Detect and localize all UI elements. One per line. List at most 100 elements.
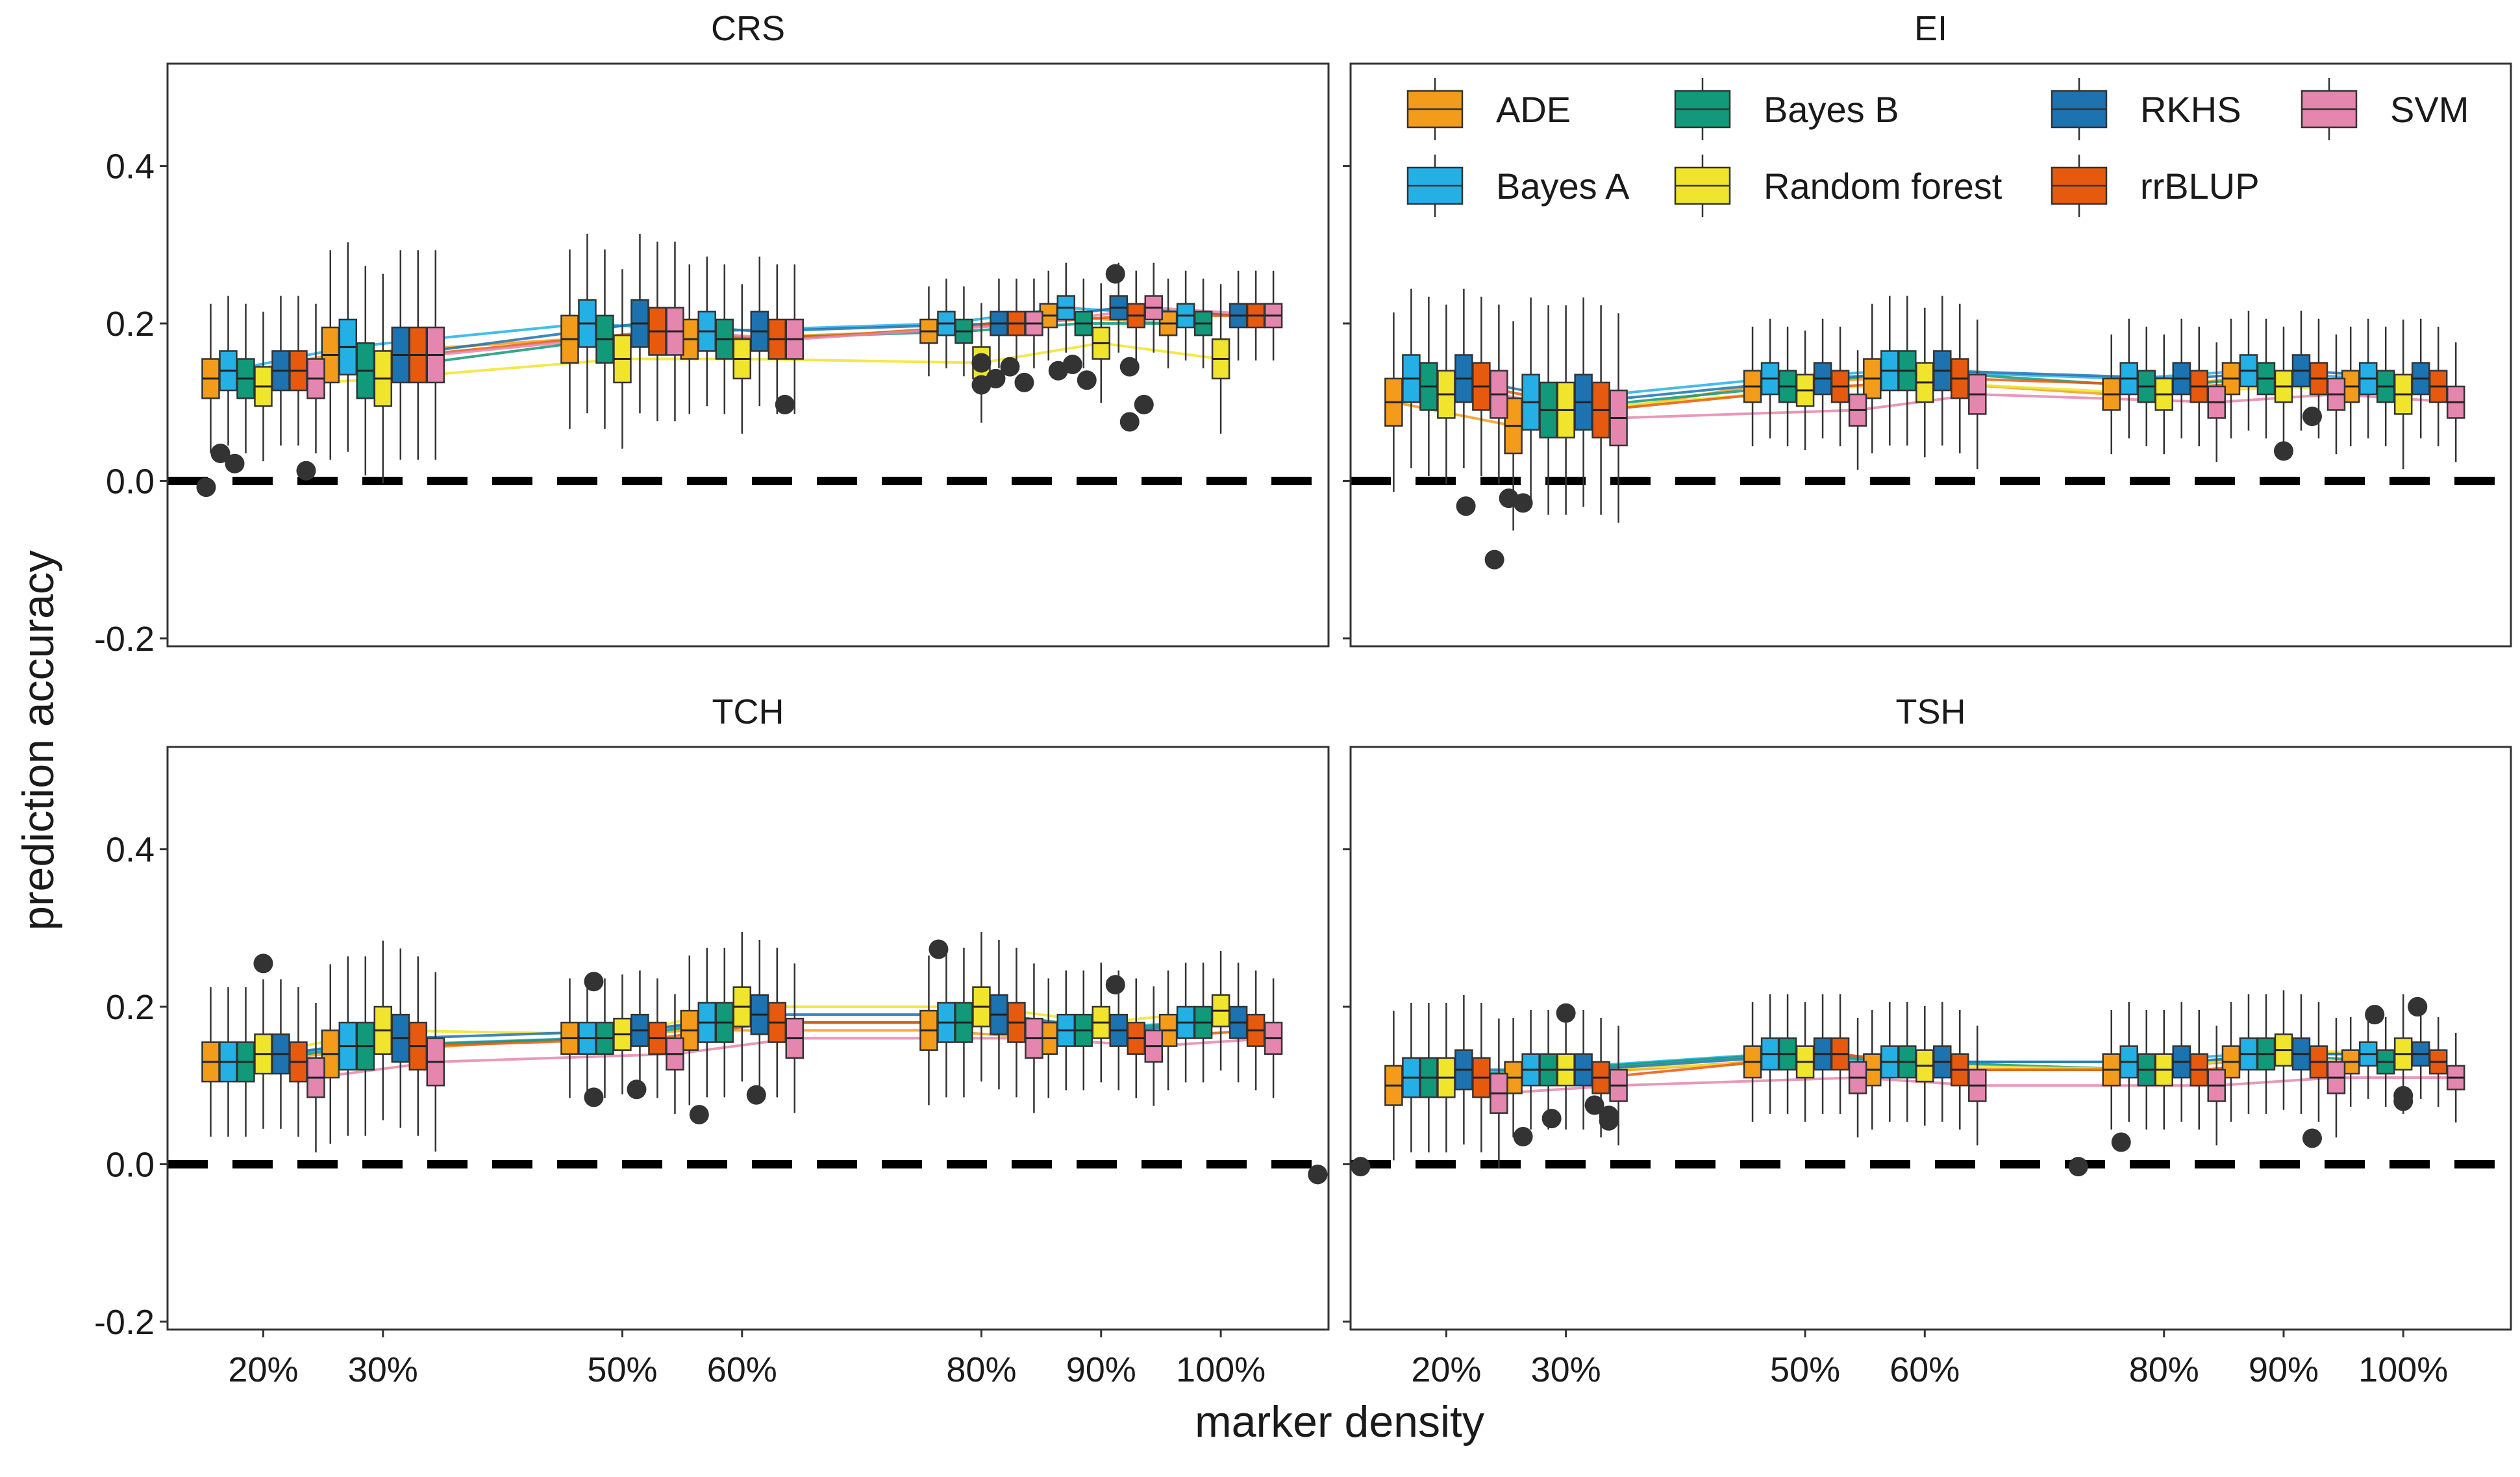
box-bayes-a xyxy=(1760,318,1780,438)
box-random-forest xyxy=(613,974,632,1094)
x-tick-label: 50% xyxy=(587,1350,657,1389)
box-rrblup xyxy=(648,241,667,422)
box-rkhs xyxy=(2172,318,2191,438)
box-ade xyxy=(2102,1009,2121,1130)
outlier-point xyxy=(584,972,604,992)
outlier-point xyxy=(1119,412,1140,432)
box-svm xyxy=(1025,278,1043,369)
outlier-point xyxy=(1077,370,1097,390)
box-bayes-a xyxy=(697,256,717,407)
box-bayes-a xyxy=(2358,1009,2378,1099)
box-rkhs xyxy=(1813,318,1832,438)
box-svm xyxy=(2327,1017,2346,1138)
panel-border xyxy=(166,62,1330,648)
box-rrblup xyxy=(2189,1009,2208,1130)
box-svm xyxy=(2207,1026,2226,1146)
box-rrblup xyxy=(2428,1016,2448,1107)
box-rrblup xyxy=(2309,1002,2328,1122)
outlier-point xyxy=(2365,1005,2385,1025)
panel-tch: TCH -0.2 0.0 0.2 0.4 20% 30% 50% 60% 80% 90% 100% xyxy=(94,692,1330,1389)
box-bayes-b xyxy=(1778,326,1797,447)
outlier-point xyxy=(2393,1085,2414,1105)
legend-item-svm: SVM xyxy=(2301,78,2469,140)
legend-label: rrBLUP xyxy=(2140,166,2260,207)
box-ade xyxy=(2102,334,2121,455)
outlier-point xyxy=(1119,357,1140,377)
box-bayes-a xyxy=(1521,1009,1540,1130)
box-rkhs xyxy=(1574,1009,1593,1130)
box-svm xyxy=(1848,1017,1867,1138)
outlier-point xyxy=(1499,488,1519,509)
box-ade xyxy=(1384,1011,1403,1161)
box-random-forest xyxy=(2274,990,2293,1110)
x-tick-label: 80% xyxy=(946,1350,1016,1389)
box-bayes-b xyxy=(1778,994,1797,1114)
box-rrblup xyxy=(1127,978,1146,1098)
box-bayes-a xyxy=(1880,1002,1899,1122)
box-bayes-a xyxy=(697,948,717,1098)
outlier-point xyxy=(1584,1095,1604,1115)
x-tick-label: 60% xyxy=(707,1350,777,1389)
panel-border xyxy=(166,746,1330,1331)
box-svm xyxy=(426,250,445,460)
outlier-point xyxy=(1351,1157,1371,1177)
box-ade xyxy=(201,987,220,1137)
box-bayes-a xyxy=(1056,262,1076,353)
legend-label: Bayes B xyxy=(1764,89,1899,130)
panel-ei: EI xyxy=(1343,9,2512,648)
outlier-point xyxy=(253,953,273,974)
box-rkhs xyxy=(1574,297,1593,507)
box-svm xyxy=(306,1002,325,1153)
outlier-point xyxy=(1000,357,1020,377)
box-random-forest xyxy=(1437,304,1456,485)
x-tick-label: 80% xyxy=(2129,1350,2199,1389)
outlier-point xyxy=(1541,1109,1562,1129)
panel-border xyxy=(1349,746,2512,1331)
box-svm xyxy=(2327,334,2346,455)
legend-item-ade: ADE xyxy=(1406,78,1571,140)
legend-label: Random forest xyxy=(1764,166,2002,207)
box-rrblup xyxy=(1127,270,1146,360)
x-tick-label: 50% xyxy=(1770,1350,1840,1389)
outlier-point xyxy=(1105,975,1125,995)
box-bayes-b xyxy=(2256,994,2276,1114)
box-random-forest xyxy=(613,269,632,449)
outlier-point xyxy=(775,394,795,414)
panel-title: EI xyxy=(1914,9,1947,48)
box-bayes-b xyxy=(1419,296,1438,477)
box-svm xyxy=(785,264,805,414)
y-tick-label: 0.4 xyxy=(106,147,155,186)
box-random-forest xyxy=(972,931,991,1082)
box-random-forest xyxy=(1556,305,1575,515)
box-ade xyxy=(321,964,340,1144)
box-ade xyxy=(1743,1002,1762,1122)
box-rrblup xyxy=(408,250,428,460)
x-tick-label: 60% xyxy=(1890,1350,1960,1389)
outlier-point xyxy=(2302,1128,2322,1148)
box-bayes-a xyxy=(338,956,358,1136)
box-rkhs xyxy=(2411,1009,2430,1099)
box-bayes-a xyxy=(338,242,358,452)
outlier-point xyxy=(2111,1132,2131,1152)
box-ade xyxy=(560,249,579,429)
outlier-point xyxy=(1484,549,1504,570)
legend-label: RKHS xyxy=(2140,89,2241,130)
x-axis-title: marker density xyxy=(1195,1397,1484,1446)
panel-title: TCH xyxy=(712,692,784,731)
box-bayes-a xyxy=(219,296,238,446)
box-bayes-a xyxy=(1056,970,1076,1091)
x-tick-label: 100% xyxy=(1176,1350,1266,1389)
outlier-point xyxy=(1456,496,1476,516)
x-tick-label: 30% xyxy=(348,1350,418,1389)
box-random-forest xyxy=(1795,330,1815,451)
outlier-point xyxy=(2273,441,2293,461)
x-tick-label: 90% xyxy=(1066,1350,1136,1389)
box-svm xyxy=(1609,313,1628,523)
box-rkhs xyxy=(2172,1002,2191,1122)
box-bayes-a xyxy=(1402,1002,1421,1153)
box-rrblup xyxy=(408,956,428,1136)
box-rrblup xyxy=(1007,948,1026,1098)
box-bayes-b xyxy=(1898,296,1917,446)
box-svm xyxy=(306,303,325,454)
box-rrblup xyxy=(648,978,667,1098)
